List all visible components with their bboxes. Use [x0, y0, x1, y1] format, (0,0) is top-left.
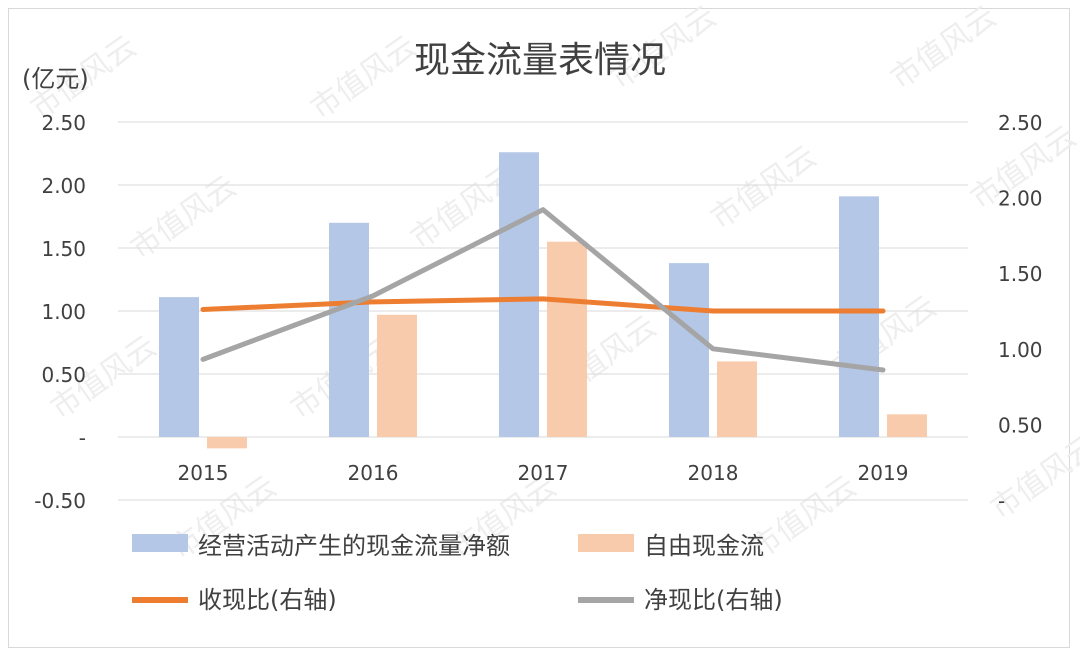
bar	[839, 196, 879, 437]
right-tick-label: 0.50	[998, 413, 1043, 437]
legend-swatch	[132, 534, 188, 552]
left-tick-label: 1.00	[41, 300, 86, 324]
legend-swatch	[578, 534, 634, 552]
watermark-text: 市值风云	[305, 29, 423, 126]
bar	[377, 314, 417, 437]
category-label: 2017	[518, 461, 569, 485]
legend-label: 经营活动产生的现金流量净额	[198, 532, 510, 560]
watermark-text: 市值风云	[885, 0, 1003, 97]
right-tick-label: 2.50	[998, 111, 1043, 135]
bar	[159, 297, 199, 437]
series-line	[200, 296, 886, 314]
legend-label: 收现比(右轴)	[198, 586, 337, 614]
legend-label: 自由现金流	[644, 532, 764, 560]
left-tick-label: -0.50	[34, 489, 86, 513]
watermark-text: 市值风云	[705, 139, 823, 236]
category-label: 2016	[348, 461, 399, 485]
category-label: 2018	[688, 461, 739, 485]
lines-layer	[200, 207, 886, 373]
right-tick-label: 1.50	[998, 262, 1043, 286]
bar	[669, 263, 709, 437]
left-tick-label: 2.00	[41, 174, 86, 198]
bar	[547, 241, 587, 437]
y-axis-unit: (亿元)	[22, 65, 89, 93]
right-tick-label: 1.00	[998, 338, 1043, 362]
left-tick-label: 0.50	[41, 363, 86, 387]
right-tick-label: -	[998, 489, 1005, 513]
bars-layer	[159, 152, 927, 449]
bar	[717, 361, 757, 437]
right-tick-label: 2.00	[998, 187, 1043, 211]
bar	[329, 222, 369, 437]
left-tick-label: -	[79, 426, 86, 450]
legend-label: 净现比(右轴)	[644, 586, 783, 614]
left-tick-label: 1.50	[41, 237, 86, 261]
bar	[207, 437, 247, 449]
axes-layer: 2.502.001.501.000.50--0.502.502.001.501.…	[34, 111, 1042, 513]
bar	[499, 152, 539, 438]
bar	[887, 414, 927, 437]
watermark-text: 市值风云	[125, 169, 243, 266]
left-tick-label: 2.50	[41, 111, 86, 135]
series-line	[200, 207, 886, 373]
chart-title: 现金流量表情况	[414, 40, 666, 81]
category-label: 2015	[178, 461, 229, 485]
category-label: 2019	[858, 461, 909, 485]
